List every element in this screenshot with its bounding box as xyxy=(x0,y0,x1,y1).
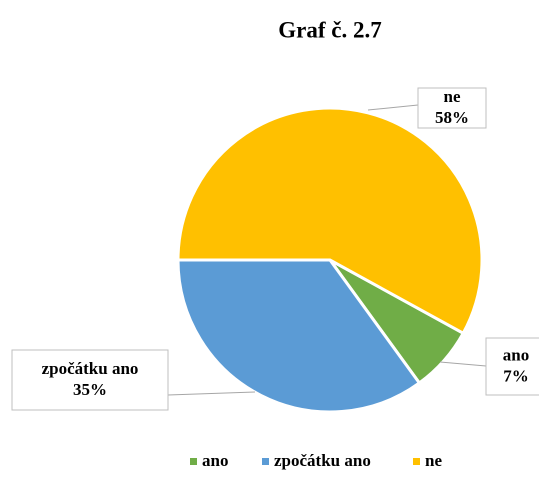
label-box xyxy=(11,349,169,411)
legend-label: ano xyxy=(202,451,228,470)
legend-swatch xyxy=(413,458,420,465)
pie-slice xyxy=(176,106,484,336)
leader-line xyxy=(439,361,487,367)
data-label-value: 35% xyxy=(73,380,107,399)
chart-title: Graf č. 2.7 xyxy=(278,17,381,42)
data-label-name: ne xyxy=(444,87,461,106)
leader-line xyxy=(367,104,419,111)
data-label-name: zpočátku ano xyxy=(42,359,139,378)
label-box xyxy=(417,87,487,129)
legend-label: ne xyxy=(425,451,442,470)
pie-slice xyxy=(176,258,422,414)
legend-swatch xyxy=(190,458,197,465)
data-label-name: ano xyxy=(503,345,529,364)
legend-swatch xyxy=(262,458,269,465)
leader-line xyxy=(167,391,256,396)
data-label-value: 7% xyxy=(503,366,529,385)
data-label-value: 58% xyxy=(435,108,469,127)
legend-label: zpočátku ano xyxy=(274,451,371,470)
label-box xyxy=(485,337,539,396)
